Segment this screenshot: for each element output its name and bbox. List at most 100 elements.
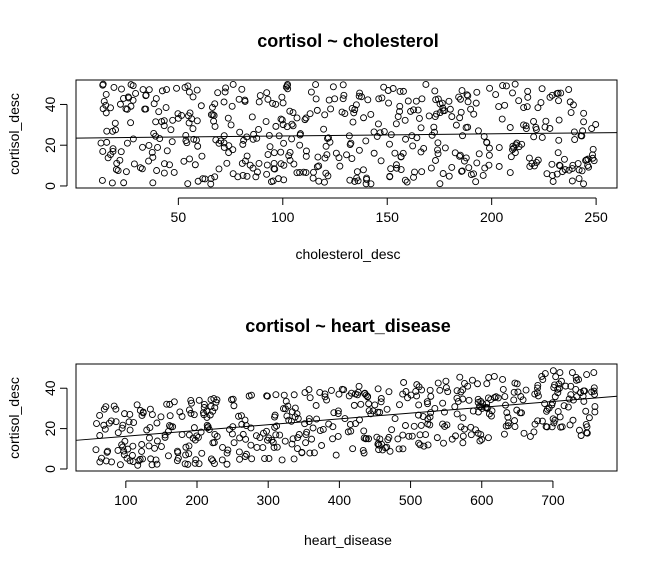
data-point xyxy=(554,149,562,157)
data-point xyxy=(291,404,299,412)
data-point xyxy=(380,83,388,91)
data-point xyxy=(118,441,126,449)
data-point xyxy=(213,396,221,404)
data-point xyxy=(534,156,542,164)
data-point xyxy=(399,445,407,453)
data-point xyxy=(108,179,116,187)
data-point xyxy=(388,426,396,434)
data-point xyxy=(184,180,192,188)
data-point xyxy=(448,163,456,171)
data-point xyxy=(271,423,279,431)
data-point xyxy=(99,105,107,113)
data-point xyxy=(145,157,153,165)
data-point xyxy=(444,388,452,396)
data-point xyxy=(92,446,100,454)
data-point xyxy=(332,149,340,157)
data-point xyxy=(139,86,147,93)
data-point xyxy=(200,400,208,408)
data-point xyxy=(562,382,570,390)
data-point xyxy=(278,116,286,124)
data-point xyxy=(120,95,127,102)
data-point xyxy=(291,413,299,421)
data-point xyxy=(188,399,195,407)
data-point xyxy=(378,94,386,102)
data-point xyxy=(416,441,424,449)
data-point xyxy=(241,157,249,165)
data-point xyxy=(200,411,208,419)
data-point xyxy=(556,162,564,170)
x-tick-label: 300 xyxy=(257,492,281,508)
data-point xyxy=(118,424,126,432)
data-point xyxy=(434,139,442,147)
data-point xyxy=(302,439,310,447)
data-point xyxy=(166,422,173,430)
data-point xyxy=(185,406,193,414)
data-point xyxy=(499,385,507,393)
data-point xyxy=(160,122,168,130)
data-point xyxy=(191,161,199,169)
data-point xyxy=(193,117,201,125)
data-point xyxy=(485,161,493,169)
data-point xyxy=(351,177,359,185)
data-point xyxy=(441,408,448,416)
data-point xyxy=(557,89,565,97)
data-point xyxy=(426,386,434,394)
data-point xyxy=(456,151,464,159)
data-point xyxy=(459,132,466,140)
data-point xyxy=(346,421,354,428)
data-point xyxy=(436,180,444,188)
data-point xyxy=(136,407,144,414)
data-point xyxy=(283,82,291,90)
data-point xyxy=(413,392,421,400)
data-point xyxy=(163,147,171,155)
data-point xyxy=(125,418,133,426)
data-point xyxy=(454,397,462,405)
data-point xyxy=(96,432,104,439)
data-point xyxy=(296,141,304,149)
data-point xyxy=(270,443,278,451)
data-point xyxy=(107,417,115,425)
data-point xyxy=(103,138,111,146)
data-point xyxy=(107,104,114,112)
data-point xyxy=(359,166,367,174)
data-point xyxy=(352,101,360,109)
data-point xyxy=(506,169,514,177)
data-point xyxy=(239,171,247,179)
data-point xyxy=(477,398,485,405)
data-point xyxy=(518,409,525,417)
data-point xyxy=(263,427,270,435)
data-point xyxy=(197,428,205,436)
data-point xyxy=(523,103,531,111)
data-point xyxy=(270,149,278,157)
data-point xyxy=(189,93,197,101)
data-point xyxy=(318,442,326,449)
data-point xyxy=(495,144,503,152)
data-point xyxy=(284,402,292,410)
data-point xyxy=(531,162,538,170)
y-tick-label: 40 xyxy=(42,380,58,396)
data-point xyxy=(592,121,600,128)
data-point xyxy=(394,435,402,443)
data-point xyxy=(458,87,466,94)
data-point xyxy=(301,420,309,428)
data-point xyxy=(468,376,476,384)
data-point xyxy=(346,176,354,184)
data-point xyxy=(439,420,447,428)
data-point xyxy=(255,98,263,106)
data-point xyxy=(534,392,542,400)
data-point xyxy=(248,455,256,463)
chart-title-1: cortisol ~ cholesterol xyxy=(257,31,439,51)
data-point xyxy=(580,118,588,126)
data-point xyxy=(332,451,340,459)
data-point xyxy=(385,388,393,396)
data-point xyxy=(195,460,203,468)
data-point xyxy=(201,175,209,183)
data-point xyxy=(415,383,423,391)
data-point xyxy=(572,386,580,393)
data-point xyxy=(313,106,321,114)
data-point xyxy=(580,180,587,188)
data-point xyxy=(441,423,449,430)
data-point xyxy=(461,157,468,165)
data-point xyxy=(247,441,255,449)
data-point xyxy=(294,415,302,423)
